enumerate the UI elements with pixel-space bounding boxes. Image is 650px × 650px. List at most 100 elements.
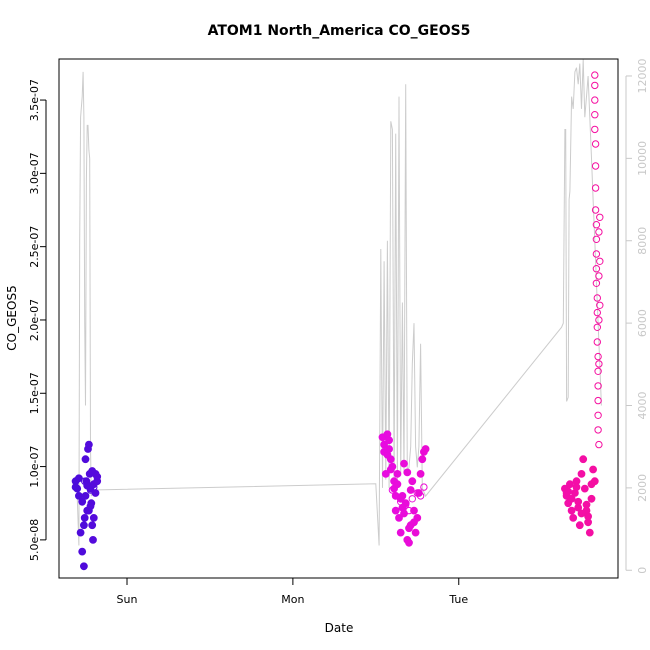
data-point	[405, 538, 413, 547]
plot-frame	[58, 58, 619, 579]
data-point	[566, 480, 574, 489]
data-point	[596, 301, 604, 309]
data-point	[406, 486, 415, 494]
points-layer	[71, 71, 604, 571]
data-point	[81, 455, 90, 464]
data-point	[593, 338, 601, 346]
data-point	[593, 323, 601, 331]
data-point	[591, 125, 599, 134]
data-point	[71, 483, 80, 492]
data-point	[591, 111, 599, 119]
data-point	[585, 528, 594, 537]
data-point	[93, 472, 102, 481]
data-point	[580, 484, 589, 493]
data-point	[380, 440, 389, 449]
data-point	[408, 477, 417, 486]
data-point	[594, 352, 602, 361]
data-point	[591, 162, 600, 170]
data-point	[83, 480, 91, 488]
data-point	[393, 470, 402, 478]
data-point	[592, 235, 601, 244]
left-axis-tick-label: 2.5e-07	[28, 226, 41, 268]
data-point	[385, 445, 394, 453]
data-point	[591, 71, 599, 79]
data-point	[575, 521, 584, 530]
data-point	[595, 228, 603, 236]
data-point	[592, 279, 601, 287]
data-point	[589, 465, 597, 474]
data-point	[75, 474, 83, 483]
data-point	[594, 382, 602, 390]
data-point	[584, 512, 592, 521]
data-point	[405, 506, 413, 515]
data-point	[78, 497, 87, 506]
data-point	[567, 494, 576, 503]
data-point	[577, 470, 586, 478]
data-point	[88, 521, 97, 530]
data-point	[564, 487, 573, 496]
data-point	[388, 486, 397, 494]
right-axis-tick-label: 4000	[636, 392, 649, 420]
data-point	[567, 506, 576, 515]
data-point	[594, 367, 602, 375]
data-point	[420, 483, 428, 491]
data-point	[416, 470, 425, 478]
left-axis-tick-label: 1.5e-07	[28, 372, 41, 414]
right-axis-tick-label: 8000	[636, 227, 649, 255]
data-point	[89, 536, 97, 544]
x-axis-tick-label: Mon	[281, 593, 304, 606]
data-point	[395, 514, 403, 522]
data-point	[81, 492, 90, 500]
data-point	[591, 206, 600, 214]
data-point	[595, 440, 603, 449]
data-point	[594, 411, 602, 419]
data-point	[595, 316, 603, 324]
data-point	[592, 221, 601, 229]
right-axis-tick-label: 2000	[636, 474, 649, 502]
data-point	[591, 81, 599, 90]
data-point	[76, 528, 85, 537]
right-axis-tick-label: 6000	[636, 309, 649, 337]
data-point	[577, 509, 586, 518]
x-axis: Sun Mon Tue	[117, 577, 468, 606]
data-point	[590, 477, 599, 486]
data-point	[392, 492, 400, 500]
data-point	[410, 506, 418, 515]
data-point	[411, 528, 420, 537]
data-point	[402, 501, 410, 509]
data-point	[386, 465, 395, 474]
data-point	[591, 96, 599, 104]
data-point	[593, 294, 601, 302]
data-point	[592, 265, 601, 273]
left-axis-tick-label: 5.0e-08	[28, 519, 41, 561]
data-point	[579, 455, 588, 464]
left-y-axis: 5.0e-08 1.0e-07 1.5e-07 2.0e-07 2.5e-07 3.0e-…	[28, 79, 47, 561]
data-point	[408, 495, 416, 503]
data-point	[591, 184, 600, 192]
altitude-line	[76, 59, 602, 546]
data-point	[403, 468, 412, 477]
right-axis-tick-label: 0	[636, 567, 649, 574]
right-axis-tick-label: 10000	[636, 141, 649, 176]
data-point	[587, 494, 596, 503]
plot-area	[58, 58, 619, 579]
chart-title: ATOM1 North_America CO_GEOS5	[208, 23, 471, 39]
data-point	[595, 272, 603, 280]
y-axis-label: CO_GEOS5	[5, 285, 19, 350]
data-point	[405, 524, 413, 533]
data-point	[80, 514, 89, 522]
data-point	[80, 562, 88, 571]
x-axis-label: Date	[325, 621, 354, 635]
data-point	[421, 445, 430, 453]
left-axis-tick-label: 1.0e-07	[28, 445, 41, 487]
left-axis-tick-label: 3.0e-07	[28, 152, 41, 194]
data-point	[400, 459, 408, 468]
data-point	[80, 521, 88, 530]
right-y-axis: 0 2000 4000 6000 8000 10000 12000	[625, 59, 649, 574]
data-point	[595, 360, 603, 368]
data-point	[385, 436, 394, 445]
data-point	[381, 470, 390, 478]
data-point	[574, 497, 583, 506]
data-point	[89, 514, 98, 522]
